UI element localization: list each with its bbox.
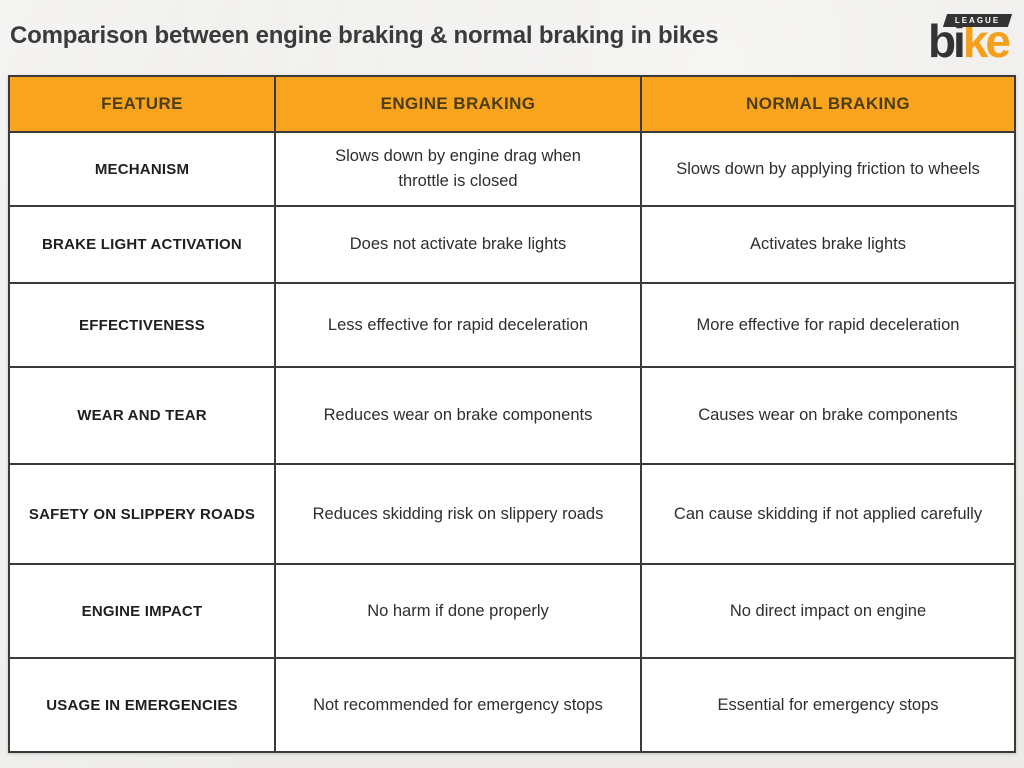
bike-league-logo: LEAGUE bike — [928, 8, 1013, 64]
engine-braking-cell: Less effective for rapid deceleration — [274, 284, 640, 366]
column-header-normal-braking: NORMAL BRAKING — [640, 77, 1014, 131]
league-badge: LEAGUE — [942, 14, 1013, 27]
feature-cell: MECHANISM — [94, 160, 190, 178]
table-header-row: FEATURE ENGINE BRAKING NORMAL BRAKING — [10, 77, 1014, 133]
page-title: Comparison between engine braking & norm… — [10, 22, 719, 49]
engine-braking-cell: Does not activate brake lights — [274, 207, 640, 282]
feature-cell: ENGINE IMPACT — [81, 602, 203, 620]
engine-braking-cell: Not recommended for emergency stops — [274, 659, 640, 751]
feature-cell: SAFETY ON SLIPPERY ROADS — [28, 505, 256, 523]
table-row: SAFETY ON SLIPPERY ROADS Reduces skiddin… — [10, 465, 1014, 565]
normal-braking-cell: Activates brake lights — [640, 207, 1014, 282]
feature-cell: BRAKE LIGHT ACTIVATION — [42, 236, 242, 253]
normal-braking-cell: Can cause skidding if not applied carefu… — [640, 465, 1014, 563]
league-badge-label: LEAGUE — [954, 16, 1000, 25]
table-row: WEAR AND TEAR Reduces wear on brake comp… — [10, 368, 1014, 465]
table-row: BRAKE LIGHT ACTIVATION Does not activate… — [10, 207, 1014, 284]
column-header-feature: FEATURE — [101, 94, 183, 113]
normal-braking-cell: Causes wear on brake components — [640, 368, 1014, 463]
table-row: ENGINE IMPACT No harm if done properly N… — [10, 565, 1014, 659]
column-header-engine-braking: ENGINE BRAKING — [274, 77, 640, 131]
comparison-table: FEATURE ENGINE BRAKING NORMAL BRAKING ME… — [8, 75, 1016, 753]
engine-braking-cell: No harm if done properly — [274, 565, 640, 657]
table-body: MECHANISM Slows down by engine drag when… — [10, 133, 1014, 751]
table-row: USAGE IN EMERGENCIES Not recommended for… — [10, 659, 1014, 751]
feature-cell: WEAR AND TEAR — [77, 407, 207, 424]
feature-cell: EFFECTIVENESS — [79, 316, 205, 334]
engine-braking-cell: Reduces wear on brake components — [274, 368, 640, 463]
feature-cell: USAGE IN EMERGENCIES — [46, 696, 238, 714]
normal-braking-cell: Slows down by applying friction to wheel… — [640, 133, 1014, 205]
normal-braking-cell: Essential for emergency stops — [640, 659, 1014, 751]
table-row: MECHANISM Slows down by engine drag when… — [10, 133, 1014, 207]
table-row: EFFECTIVENESS Less effective for rapid d… — [10, 284, 1014, 368]
engine-braking-cell: Reduces skidding risk on slippery roads — [274, 465, 640, 563]
normal-braking-cell: More effective for rapid deceleration — [640, 284, 1014, 366]
engine-braking-cell: Slows down by engine drag when throttle … — [274, 133, 640, 205]
normal-braking-cell: No direct impact on engine — [640, 565, 1014, 657]
